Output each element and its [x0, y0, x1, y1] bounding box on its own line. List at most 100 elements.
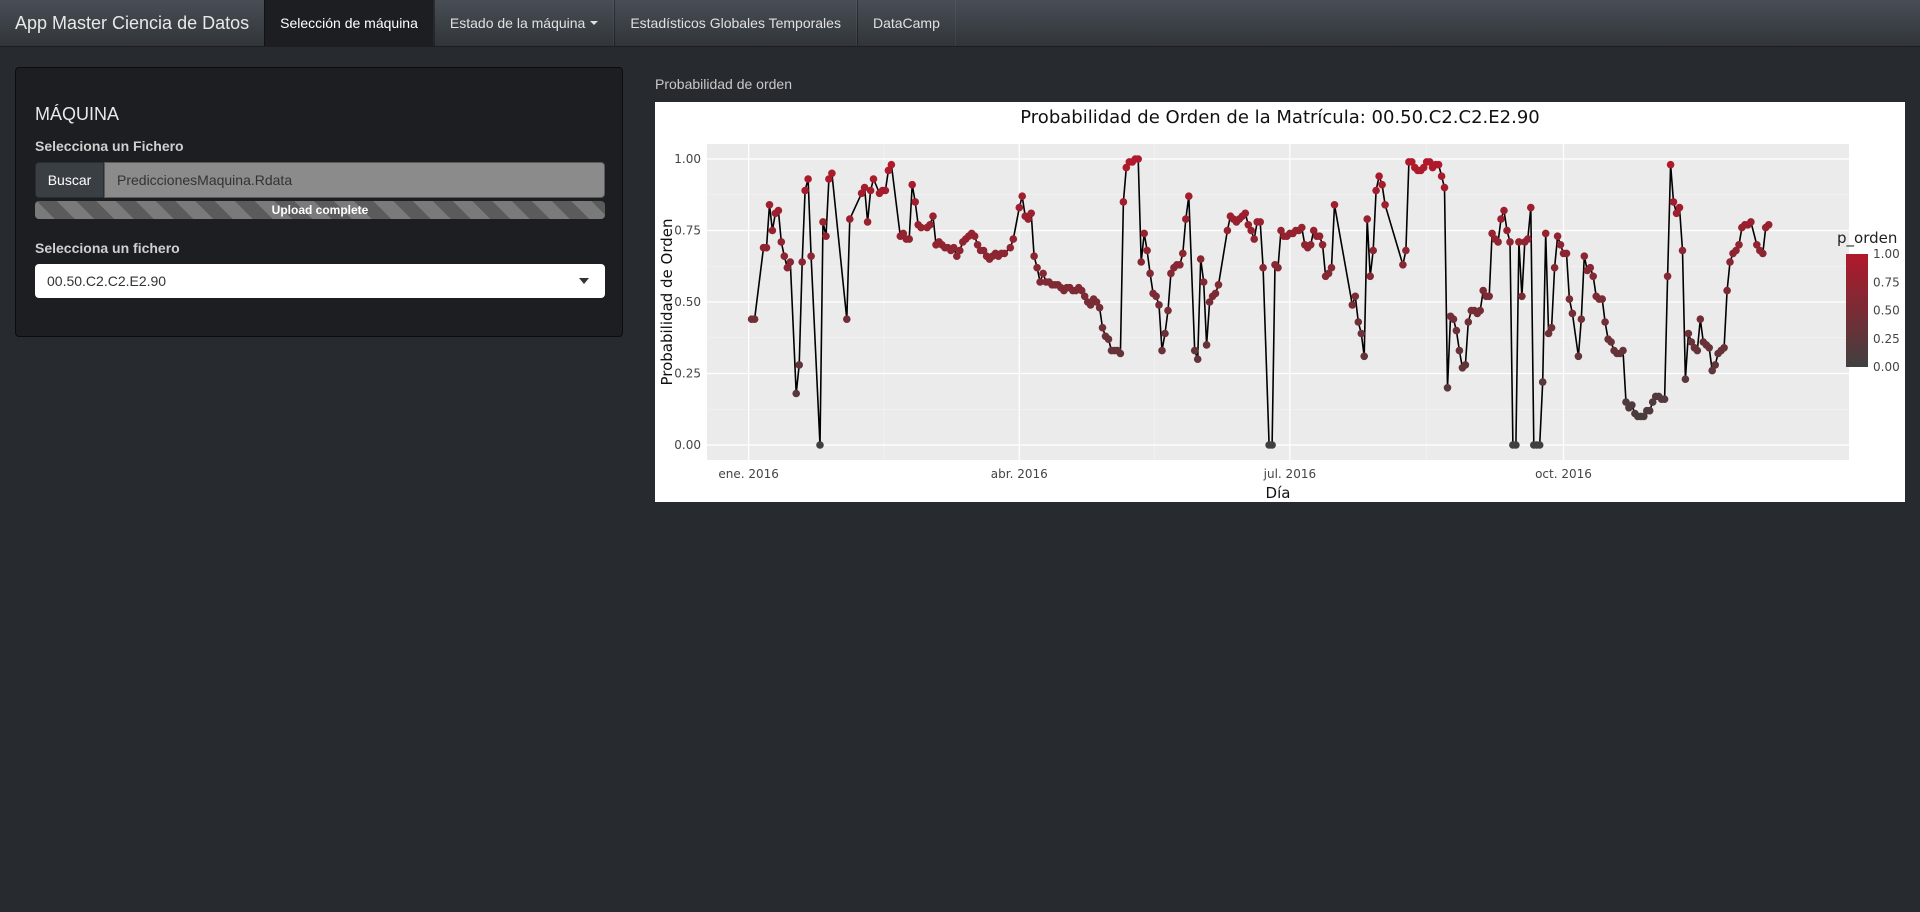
data-point	[1196, 255, 1205, 263]
data-point	[1006, 243, 1015, 252]
data-point	[881, 186, 890, 195]
caret-down-icon	[590, 21, 599, 25]
data-point	[1678, 246, 1687, 255]
tab-label: Estadísticos Globales Temporales	[630, 15, 841, 31]
data-point	[1309, 226, 1318, 235]
chart-title: Probabilidad de Orden de la Matrícula: 0…	[1020, 107, 1539, 128]
y-tick-label: 0.00	[674, 438, 701, 452]
data-point	[1378, 180, 1386, 189]
tab-label: Selección de máquina	[280, 15, 418, 31]
data-point	[1036, 278, 1044, 286]
data-point	[1518, 292, 1526, 301]
legend-tick-label: 0.50	[1873, 304, 1900, 318]
data-point	[1672, 209, 1681, 218]
data-point	[884, 166, 893, 175]
data-point	[950, 243, 958, 252]
data-point	[768, 226, 777, 235]
data-point	[1247, 226, 1255, 235]
probability-chart: Probabilidad de Orden de la Matrícula: 0…	[658, 107, 1900, 502]
data-point	[1214, 281, 1223, 289]
navbar-brand[interactable]: App Master Ciencia de Datos	[15, 12, 250, 33]
data-point	[762, 243, 771, 252]
data-point	[1500, 206, 1508, 215]
sidebar-panel: MÁQUINA Selecciona un Fichero Buscar Pre…	[15, 67, 623, 337]
file-name-field[interactable]: PrediccionesMaquina.Rdata	[104, 162, 605, 198]
sidebar-heading: MÁQUINA	[35, 104, 120, 124]
data-point	[1375, 172, 1383, 180]
file-select[interactable]: 00.50.C2.C2.E2.90	[35, 264, 605, 298]
data-point	[860, 183, 869, 192]
data-point	[1735, 241, 1743, 249]
data-point	[783, 263, 792, 272]
data-point	[1161, 329, 1169, 338]
data-point	[1506, 238, 1514, 246]
data-point	[1705, 344, 1713, 352]
tab-estado-maquina[interactable]: Estado de la máquina	[433, 0, 615, 46]
data-point	[1372, 186, 1380, 195]
data-point	[1764, 221, 1773, 229]
data-point	[1547, 323, 1556, 332]
data-point	[1185, 192, 1193, 200]
data-point	[1601, 318, 1609, 326]
data-point	[1318, 241, 1327, 249]
data-point	[1669, 198, 1678, 206]
data-point	[1589, 272, 1597, 281]
data-point	[1155, 301, 1163, 309]
data-point	[1324, 269, 1333, 278]
data-point	[1179, 249, 1187, 258]
select-label: Selecciona un fichero	[35, 240, 180, 256]
tab-datacamp[interactable]: DataCamp	[856, 0, 956, 46]
data-point	[1330, 201, 1339, 209]
data-point	[908, 180, 916, 189]
data-point	[1666, 160, 1675, 169]
data-point	[1080, 292, 1089, 301]
data-point	[1182, 215, 1190, 223]
data-point	[1250, 235, 1258, 243]
data-point	[1381, 201, 1389, 209]
data-point	[1488, 229, 1496, 238]
data-point	[1158, 346, 1166, 355]
legend-tick-label: 0.00	[1873, 360, 1900, 374]
tab-seleccion-maquina[interactable]: Selección de máquina	[264, 0, 434, 46]
data-point	[1556, 241, 1565, 249]
browse-button[interactable]: Buscar	[35, 162, 104, 198]
data-point	[1134, 155, 1142, 163]
y-tick-label: 1.00	[674, 152, 701, 166]
data-point	[1104, 335, 1113, 343]
data-point	[1524, 235, 1532, 243]
x-tick-label: oct. 2016	[1535, 467, 1592, 481]
x-tick-label: jul. 2016	[1263, 467, 1316, 481]
data-point	[1098, 323, 1107, 332]
data-point	[1018, 192, 1026, 200]
legend-colorbar	[1846, 254, 1868, 367]
data-point	[926, 221, 934, 229]
data-point	[1434, 160, 1443, 169]
data-point	[1607, 338, 1615, 346]
data-point	[1357, 329, 1366, 338]
data-point	[1723, 286, 1731, 295]
data-point	[1027, 209, 1035, 218]
data-point	[804, 175, 812, 183]
data-point	[929, 212, 937, 220]
data-point	[869, 175, 878, 183]
data-point	[1449, 315, 1458, 323]
data-point	[1503, 226, 1511, 235]
tab-label: DataCamp	[872, 15, 940, 31]
tab-estadisticos-globales[interactable]: Estadísticos Globales Temporales	[614, 0, 857, 46]
data-point	[1640, 412, 1648, 421]
data-point	[1622, 398, 1630, 406]
data-point	[777, 238, 786, 246]
data-point	[857, 189, 866, 198]
data-point	[1675, 203, 1684, 212]
data-point	[979, 246, 988, 255]
data-point	[1461, 361, 1470, 369]
data-point	[1363, 215, 1371, 223]
data-point	[1425, 158, 1434, 166]
data-point	[1684, 329, 1693, 338]
data-point	[1351, 292, 1360, 301]
data-point	[1146, 269, 1154, 278]
data-point	[1568, 309, 1577, 318]
data-point	[1720, 344, 1728, 352]
data-point	[1580, 252, 1589, 260]
data-point	[1033, 263, 1041, 272]
